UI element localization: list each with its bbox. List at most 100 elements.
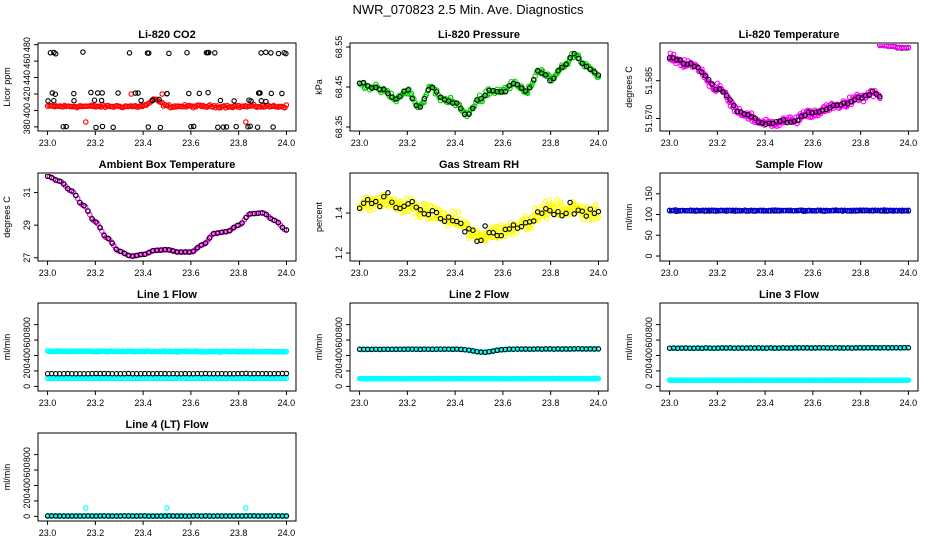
data-point [522,88,529,94]
data-point [115,90,121,96]
data-point [283,348,290,355]
data-point [385,90,391,97]
data-point [869,207,875,213]
plot-title: Ambient Box Temperature [99,159,236,171]
plot-area [356,345,602,382]
data-point [247,123,253,129]
data-point [546,72,552,79]
data-point [267,215,273,221]
data-point [220,124,227,130]
data-point [571,50,577,57]
data-point [757,207,764,213]
data-point [506,82,513,89]
data-point [866,92,872,98]
data-point [258,98,265,104]
data-point [845,207,851,214]
y-tick-label: 68.55 [334,36,344,59]
data-point [186,90,192,97]
plot-amb: Ambient Box Temperature degrees C 27 29 31 23… [2,159,297,278]
x-tick-label: 23.4 [756,268,774,278]
data-point [878,207,884,214]
data-point [848,207,854,214]
series-magenta [666,50,883,129]
series-black [356,50,602,118]
data-point [413,204,419,210]
data-point [700,207,706,213]
y-tick-label: 100 [644,207,654,222]
data-point [579,208,585,214]
data-point [530,76,537,83]
series-cyan [44,348,290,355]
data-point [551,75,557,82]
x-tick-label: 23.0 [661,138,679,148]
plot-frame [349,302,609,392]
data-point [243,119,249,125]
data-point [239,220,245,226]
x-tick-label: 23.6 [182,398,200,408]
data-point [595,346,602,352]
data-point [263,98,269,105]
data-point [235,222,241,229]
data-point [881,207,888,213]
data-point [684,61,691,68]
data-point [812,109,819,115]
data-point [532,205,538,211]
data-point [851,207,857,214]
data-point [282,104,288,111]
data-point [715,207,721,214]
plot-frame [37,432,297,522]
y-axis-label: ml/min [2,334,12,361]
data-point [126,50,133,56]
data-point [534,68,541,74]
data-point [583,213,590,219]
data-point [381,86,387,93]
data-point [48,174,55,181]
data-point [833,207,839,213]
data-point [425,87,432,93]
data-point [802,112,808,119]
data-point [688,61,694,67]
x-tick-label: 23.8 [230,268,248,278]
series-magenta-end [877,44,912,51]
data-point [673,57,680,63]
data-point [559,212,565,219]
data-point [763,121,769,127]
data-point [373,195,379,201]
data-point [775,207,782,213]
x-tick-label: 23.0 [351,398,369,408]
x-tick-label: 23.8 [852,398,870,408]
data-point [397,93,403,100]
data-point [466,235,472,241]
y-tick-label: 600 [644,333,654,348]
data-point [49,90,56,96]
x-tick-label: 23.4 [756,138,774,148]
data-point [830,207,836,214]
data-point [727,97,733,103]
data-point [430,215,436,221]
data-point [283,102,290,108]
data-point [760,207,767,213]
data-point [703,207,709,213]
data-point [518,85,525,91]
data-point [223,124,230,130]
x-tick-label: 24.0 [900,398,918,408]
y-tick-label: 51.585 [644,67,654,95]
plot-area [356,190,602,245]
data-point [808,207,815,214]
x-tick-label: 23.6 [494,268,512,278]
data-point [893,207,900,214]
data-point [397,205,403,212]
data-point [787,114,794,120]
data-point [899,207,906,213]
data-point [371,206,377,213]
data-point [425,211,432,218]
x-tick-label: 23.6 [182,268,200,278]
data-point [94,90,101,96]
y-tick-label: 800 [22,317,32,332]
data-point [110,124,116,130]
y-tick-label: 0 [22,384,32,389]
data-point [583,63,590,70]
